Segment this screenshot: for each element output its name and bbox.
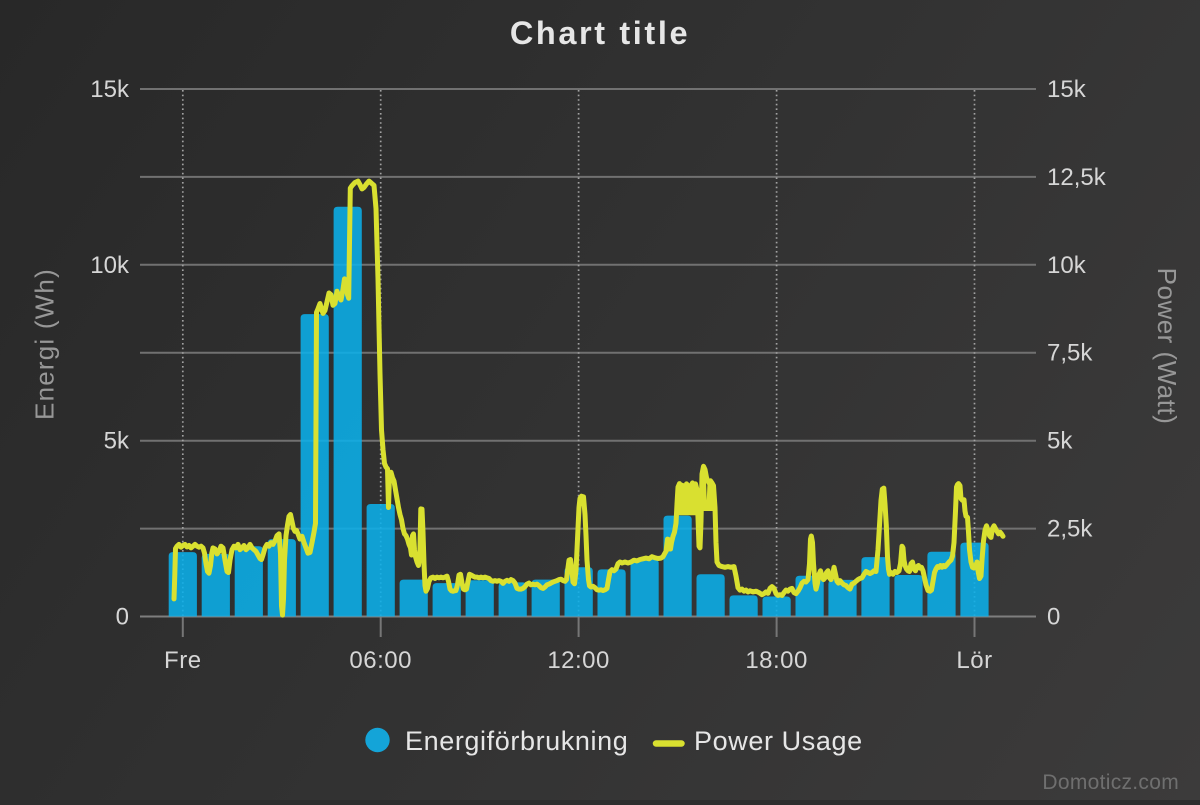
svg-text:12,5k: 12,5k (1047, 164, 1107, 191)
svg-text:5k: 5k (104, 428, 130, 455)
svg-text:06:00: 06:00 (349, 647, 412, 674)
svg-text:10k: 10k (90, 252, 130, 279)
svg-text:Energiförbrukning: Energiförbrukning (405, 726, 628, 756)
svg-text:10k: 10k (1047, 252, 1087, 279)
svg-text:Power (Watt): Power (Watt) (1152, 268, 1182, 425)
svg-text:5k: 5k (1047, 428, 1073, 455)
svg-text:2,5k: 2,5k (1047, 516, 1093, 543)
svg-text:18:00: 18:00 (745, 647, 808, 674)
svg-text:12:00: 12:00 (547, 647, 610, 674)
svg-text:0: 0 (116, 604, 129, 631)
svg-text:Lör: Lör (956, 647, 992, 674)
svg-text:7,5k: 7,5k (1047, 340, 1093, 367)
svg-text:15k: 15k (90, 76, 130, 103)
svg-text:Fre: Fre (164, 647, 202, 674)
svg-text:15k: 15k (1047, 76, 1087, 103)
svg-text:0: 0 (1047, 604, 1060, 631)
svg-text:Domoticz.com: Domoticz.com (1042, 771, 1179, 794)
svg-text:Power Usage: Power Usage (694, 726, 863, 756)
svg-text:Chart title: Chart title (510, 15, 690, 51)
svg-text:Energi (Wh): Energi (Wh) (30, 268, 60, 420)
